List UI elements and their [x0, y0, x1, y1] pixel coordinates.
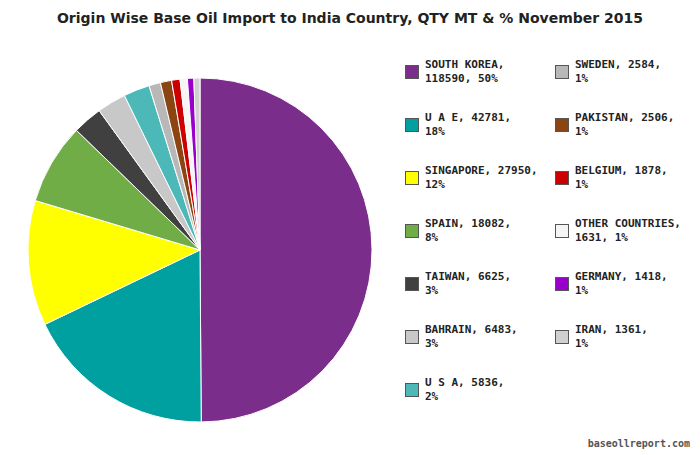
- data-label: U S A, 5836, 2%: [425, 376, 504, 404]
- data-label: SINGAPORE, 27950, 12%: [425, 164, 538, 192]
- data-label: SOUTH KOREA, 118590, 50%: [425, 58, 504, 86]
- data-label: SPAIN, 18082, 8%: [425, 217, 511, 245]
- slice: [180, 78, 200, 250]
- slice: [200, 78, 372, 422]
- data-label: TAIWAN, 6625, 3%: [425, 270, 511, 298]
- label-swatch: [555, 277, 569, 291]
- label-swatch: [555, 171, 569, 185]
- label-swatch: [405, 224, 419, 238]
- data-label: GERMANY, 1418, 1%: [575, 270, 668, 298]
- data-label: PAKISTAN, 2506, 1%: [575, 111, 674, 139]
- slice: [194, 78, 200, 250]
- data-label: IRAN, 1361, 1%: [575, 323, 648, 351]
- annotation: baseollreport.com: [588, 438, 690, 449]
- label-swatch: [405, 330, 419, 344]
- label-swatch: [405, 118, 419, 132]
- pie: [28, 78, 372, 422]
- label-swatch: [405, 171, 419, 185]
- data-label: SWEDEN, 2584, 1%: [575, 58, 661, 86]
- label-swatch: [555, 330, 569, 344]
- title: Origin Wise Base Oil Import to India Cou…: [0, 10, 700, 26]
- data-label: OTHER COUNTRIES, 1631, 1%: [575, 217, 681, 245]
- label-swatch: [405, 383, 419, 397]
- chart: Origin Wise Base Oil Import to India Cou…: [0, 0, 700, 455]
- label-swatch: [555, 224, 569, 238]
- data-label: BELGIUM, 1878, 1%: [575, 164, 668, 192]
- label-swatch: [405, 65, 419, 79]
- label-swatch: [405, 277, 419, 291]
- data-label: BAHRAIN, 6483, 3%: [425, 323, 518, 351]
- data-label: U A E, 42781, 18%: [425, 111, 511, 139]
- label-swatch: [555, 65, 569, 79]
- slice: [187, 78, 200, 250]
- label-swatch: [555, 118, 569, 132]
